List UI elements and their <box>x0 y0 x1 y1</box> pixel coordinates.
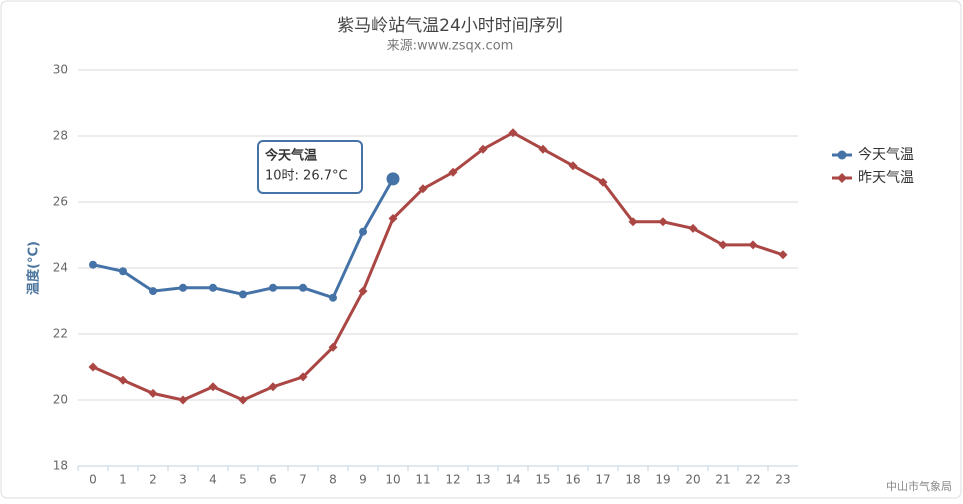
point <box>89 260 97 269</box>
x-tick-label: 11 <box>415 473 430 487</box>
point <box>148 388 158 398</box>
x-tick-label: 20 <box>685 473 700 487</box>
y-tick-label: 18 <box>53 459 68 473</box>
point <box>748 240 758 250</box>
point <box>658 217 668 227</box>
tooltip-box <box>257 140 363 194</box>
x-tick-label: 5 <box>239 473 247 487</box>
tooltip-title: 今天气温 <box>264 148 317 164</box>
x-tick-label: 13 <box>475 473 490 487</box>
point <box>299 283 307 292</box>
x-tick-label: 7 <box>299 473 307 487</box>
x-tick-label: 9 <box>359 473 367 487</box>
chart-title: 紫马岭站气温24小时时间序列 <box>337 16 563 36</box>
point <box>179 283 187 292</box>
point <box>118 375 128 385</box>
legend-label: 昨天气温 <box>858 170 914 186</box>
point <box>718 240 728 250</box>
x-tick-label: 1 <box>119 473 127 487</box>
point <box>178 395 188 405</box>
point <box>209 283 217 292</box>
point <box>386 172 400 186</box>
legend-marker <box>837 150 847 160</box>
x-tick-label: 17 <box>595 473 610 487</box>
x-tick-label: 12 <box>445 473 460 487</box>
y-tick-label: 30 <box>53 63 68 77</box>
x-tick-label: 22 <box>745 473 760 487</box>
y-tick-label: 22 <box>53 327 68 341</box>
point <box>538 144 548 154</box>
x-tick-label: 23 <box>775 473 790 487</box>
point <box>418 184 428 194</box>
x-tick-label: 4 <box>209 473 217 487</box>
x-tick-label: 0 <box>89 473 97 487</box>
x-tick-label: 18 <box>625 473 640 487</box>
point <box>388 214 398 223</box>
y-tick-label: 28 <box>53 129 68 143</box>
x-tick-label: 8 <box>329 473 337 487</box>
point <box>688 223 698 233</box>
tooltip-label: 10时: 26.7°C <box>265 169 348 184</box>
x-tick-label: 2 <box>149 473 157 487</box>
credit: 中山市气象局 <box>886 479 952 493</box>
legend-label: 今天气温 <box>858 147 914 163</box>
chart-subtitle: 来源:www.zsqx.com <box>387 39 514 54</box>
legend-marker <box>837 173 847 183</box>
point <box>149 287 157 296</box>
y-axis-label: 温度(°C) <box>26 241 42 295</box>
tooltip: 今天气温 10时: 26.7°C <box>257 140 363 194</box>
point <box>298 372 308 382</box>
point <box>359 227 367 236</box>
point <box>238 395 248 405</box>
point <box>269 283 277 292</box>
series-line <box>92 130 784 402</box>
point <box>478 144 488 154</box>
point <box>329 293 337 302</box>
x-tick-label: 6 <box>269 473 277 487</box>
x-tick-label: 15 <box>535 473 550 487</box>
point <box>119 267 127 276</box>
y-tick-label: 26 <box>53 195 68 209</box>
y-tick-label: 20 <box>53 393 68 407</box>
point <box>208 382 218 392</box>
x-tick-label: 10 <box>385 473 400 487</box>
point <box>328 342 338 352</box>
x-tick-label: 14 <box>505 473 520 487</box>
x-tick-label: 21 <box>715 473 730 487</box>
point <box>448 167 458 177</box>
point <box>358 286 368 296</box>
point <box>239 290 247 299</box>
point <box>778 250 788 260</box>
point <box>598 177 608 187</box>
point <box>568 161 578 171</box>
point <box>508 128 518 138</box>
point <box>268 382 278 392</box>
point <box>88 362 98 372</box>
point <box>628 217 638 227</box>
y-tick-label: 24 <box>53 261 68 275</box>
x-tick-label: 16 <box>565 473 580 487</box>
x-tick-label: 19 <box>655 473 670 487</box>
x-tick-label: 3 <box>179 473 187 487</box>
